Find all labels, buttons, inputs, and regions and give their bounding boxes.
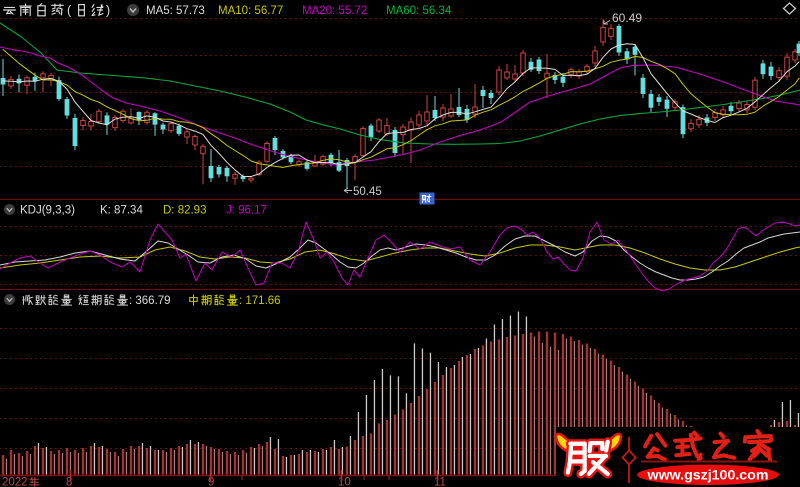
svg-text:(: ( [67,4,72,18]
svg-text:D: 82.93: D: 82.93 [163,205,206,217]
svg-text:MA20: 55.72: MA20: 55.72 [302,5,367,17]
svg-text:8: 8 [66,477,72,487]
svg-text:9: 9 [208,477,214,487]
svg-text:2022: 2022 [2,477,28,487]
svg-text:50.45: 50.45 [353,186,382,198]
svg-text:KDJ(9,3,3): KDJ(9,3,3) [20,205,75,217]
svg-text:60.49: 60.49 [612,11,642,25]
svg-text:11: 11 [434,477,446,487]
svg-text:10: 10 [338,477,351,487]
svg-text:): ) [106,4,110,18]
svg-text:MA5: 57.73: MA5: 57.73 [146,5,205,17]
svg-text:MA10: 56.77: MA10: 56.77 [218,5,283,17]
svg-text:J: 96.17: J: 96.17 [226,205,267,217]
svg-text:MA60: 56.34: MA60: 56.34 [386,5,452,17]
svg-text:K: 87.34: K: 87.34 [100,205,143,217]
svg-text:: 366.79: : 366.79 [129,295,171,307]
svg-text:www.gszj100.com: www.gszj100.com [647,468,769,484]
svg-text:: 171.66: : 171.66 [239,295,281,307]
